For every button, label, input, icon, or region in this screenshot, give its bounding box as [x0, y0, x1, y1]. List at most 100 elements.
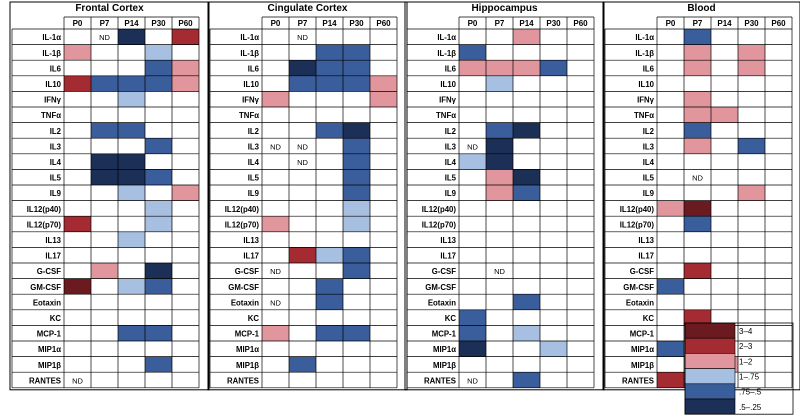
cytokine-label: KC [445, 314, 457, 323]
heat-cell [684, 263, 711, 279]
cytokine-label: IL6 [445, 64, 457, 73]
cytokine-label: IL4 [445, 158, 457, 167]
timepoint-header: P14 [124, 19, 139, 28]
region-title-frontal-cortex: Frontal Cortex [75, 3, 144, 14]
cytokine-label: IL4 [50, 158, 62, 167]
heat-cell [316, 325, 343, 341]
heat-cell [91, 75, 118, 92]
heat-cell [459, 60, 486, 76]
cytokine-label: IL10 [638, 80, 654, 89]
timepoint-header: P60 [178, 19, 193, 28]
heat-cell [657, 372, 684, 388]
cytokine-label: IL12(p40) [422, 205, 457, 214]
heat-cell [513, 325, 540, 341]
legend-label: 1–.75 [739, 373, 760, 382]
cytokine-label: G-CSF [235, 267, 259, 276]
cytokine-label: GM-CSF [425, 283, 456, 292]
heat-cell [486, 169, 513, 185]
heat-cell [684, 138, 711, 154]
heat-cell [684, 200, 711, 217]
timepoint-header: P7 [100, 19, 110, 28]
heat-cell [486, 75, 513, 92]
timepoint-header: P0 [468, 19, 478, 28]
heat-cell [684, 216, 711, 232]
cytokine-label: IL5 [445, 174, 457, 183]
cytokine-label: MIP1β [631, 361, 654, 370]
cytokine-label: IL5 [50, 174, 62, 183]
timepoint-header: P14 [519, 19, 534, 28]
cytokine-label: IFNγ [44, 96, 62, 105]
cytokine-label: MCP-1 [235, 330, 260, 339]
cytokine-label: IL-1α [42, 33, 61, 42]
heat-cell [118, 122, 145, 139]
heat-cell [145, 356, 172, 373]
heat-cell [486, 122, 513, 139]
heat-cell [289, 247, 316, 263]
heat-cell [343, 325, 370, 341]
nd-mark: ND [467, 142, 478, 151]
nd-mark: ND [494, 267, 505, 276]
heat-cell [657, 200, 684, 217]
heat-cell [684, 309, 711, 326]
region-title-hippocampus: Hippocampus [471, 3, 538, 14]
cytokine-label: IL9 [643, 189, 655, 198]
nd-mark: ND [692, 174, 703, 183]
heat-cell [459, 44, 486, 61]
region-title-blood: Blood [687, 3, 715, 14]
heat-cell [64, 278, 91, 295]
cytokine-label: IL13 [440, 236, 456, 245]
cytokine-label: IL-1β [240, 49, 259, 58]
nd-mark: ND [72, 376, 83, 385]
heat-cell [738, 138, 765, 154]
heat-cell [513, 122, 540, 139]
cytokine-label: IL-1α [437, 33, 456, 42]
heat-cell [540, 341, 567, 357]
nd-mark: ND [270, 142, 281, 151]
heat-cell [316, 247, 343, 263]
legend-label: 1–2 [739, 357, 753, 366]
timepoint-header: P7 [298, 19, 308, 28]
heat-cell [145, 138, 172, 154]
heat-cell [486, 153, 513, 170]
cytokine-label: IL9 [50, 189, 62, 198]
cytokine-label: IL2 [643, 127, 655, 136]
heat-cell [118, 278, 145, 295]
cytokine-label: IL5 [643, 174, 655, 183]
region-frame [9, 1, 210, 391]
heat-cell [289, 60, 316, 76]
heat-cell [513, 60, 540, 76]
timepoint-header: P60 [771, 19, 786, 28]
cytokine-label: MIP1α [236, 345, 259, 354]
nd-mark: ND [297, 33, 308, 42]
cytokine-label: IL3 [643, 142, 655, 151]
cytokine-label: MIP1β [38, 361, 61, 370]
heat-cell [513, 185, 540, 201]
cytokine-label: RANTES [622, 376, 654, 385]
heat-cell [370, 91, 397, 107]
heat-cell [262, 216, 289, 232]
heat-cell [91, 263, 118, 279]
timepoint-header: P30 [151, 19, 166, 28]
cytokine-label: IL3 [50, 142, 62, 151]
heat-cell [118, 91, 145, 107]
timepoint-header: P14 [717, 19, 732, 28]
cytokine-label: MCP-1 [432, 330, 457, 339]
heat-cell [262, 325, 289, 341]
heat-cell [684, 29, 711, 45]
heat-cell [343, 200, 370, 217]
heat-cell [262, 91, 289, 107]
timepoint-header: P0 [666, 19, 676, 28]
heat-cell [64, 216, 91, 232]
timepoint-header: P30 [349, 19, 364, 28]
cytokine-label: IL2 [248, 127, 260, 136]
cytokine-label: IL12(p40) [620, 205, 655, 214]
cytokine-label: IL9 [248, 189, 260, 198]
heat-cell [145, 169, 172, 185]
cytokine-label: G-CSF [37, 267, 61, 276]
cytokine-label: IL17 [440, 252, 456, 261]
heat-cell [343, 122, 370, 139]
heat-cell [145, 325, 172, 341]
cytokine-label: G-CSF [630, 267, 654, 276]
cytokine-label: MIP1α [631, 345, 654, 354]
